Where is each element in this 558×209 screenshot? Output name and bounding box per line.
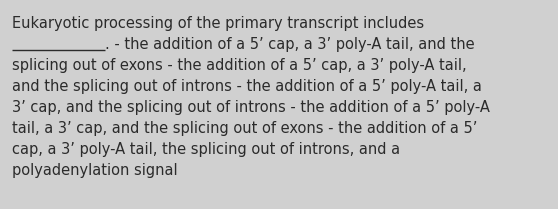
Text: polyadenylation signal: polyadenylation signal — [12, 163, 177, 178]
Text: Eukaryotic processing of the primary transcript includes: Eukaryotic processing of the primary tra… — [12, 16, 424, 31]
Text: splicing out of exons - the addition of a 5ʼ cap, a 3ʼ poly-A tail,: splicing out of exons - the addition of … — [12, 58, 466, 73]
Text: tail, a 3ʼ cap, and the splicing out of exons - the addition of a 5ʼ: tail, a 3ʼ cap, and the splicing out of … — [12, 121, 478, 136]
Text: and the splicing out of introns - the addition of a 5ʼ poly-A tail, a: and the splicing out of introns - the ad… — [12, 79, 482, 94]
Text: . - the addition of a 5ʼ cap, a 3ʼ poly-A tail, and the: . - the addition of a 5ʼ cap, a 3ʼ poly-… — [105, 37, 475, 52]
Text: 3ʼ cap, and the splicing out of introns - the addition of a 5ʼ poly-A: 3ʼ cap, and the splicing out of introns … — [12, 100, 490, 115]
Text: cap, a 3ʼ poly-A tail, the splicing out of introns, and a: cap, a 3ʼ poly-A tail, the splicing out … — [12, 142, 400, 157]
